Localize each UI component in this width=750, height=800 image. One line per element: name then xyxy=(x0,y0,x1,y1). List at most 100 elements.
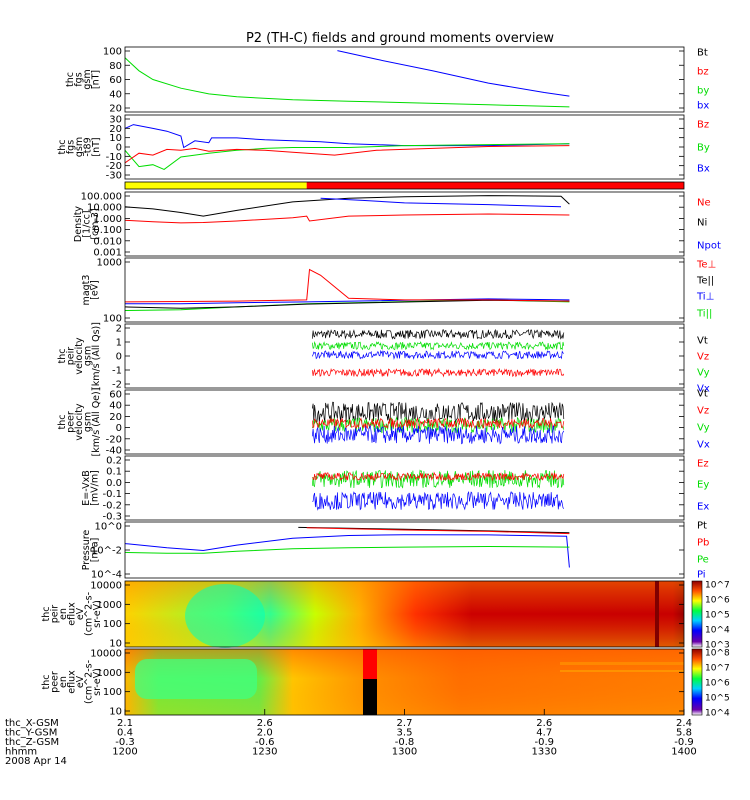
region-bar-frame xyxy=(124,181,685,190)
ytick-label-peir_v: 1 xyxy=(116,338,122,349)
xaxis-tick-label: 5.8 xyxy=(676,728,692,739)
ylabel-fgs: thc xyxy=(65,72,76,87)
legend-temp-Ti⊥: Ti⊥ xyxy=(696,292,714,303)
ylabel-peer_en: (cm^2-s- xyxy=(84,660,95,704)
series-fgs-bx xyxy=(337,50,570,97)
ylabel-pressure: [nPa] xyxy=(90,538,101,563)
panel-frame-density xyxy=(124,191,685,257)
xaxis-tick-label: -0.3 xyxy=(115,737,135,748)
ylabel-efield: E=-VxB xyxy=(81,470,92,505)
xaxis-tick-label: 4.7 xyxy=(536,728,552,739)
ytick-label-fgs_dsl: 10 xyxy=(109,133,122,144)
series-peer_v-Vx xyxy=(311,424,565,445)
series-density-Npot xyxy=(320,197,562,208)
ylabel-peir_en: (cm^2-s- xyxy=(84,592,95,636)
peer-spectrogram-low-flux-region xyxy=(135,659,257,699)
legend-peer_v-Vy: Vy xyxy=(697,423,710,434)
xaxis-tick-label: 1400 xyxy=(671,747,696,758)
ylabel-peir_v: gsm xyxy=(83,346,94,366)
series-fgs_dsl-Bx xyxy=(125,124,570,149)
ytick-label-density: 100.000 xyxy=(81,192,122,203)
ytick-label-efield: -0.2 xyxy=(102,500,122,511)
legend-peir_v-Vt: Vt xyxy=(697,336,708,347)
series-fgs_dsl-Bz xyxy=(125,145,570,164)
ytick-label-peir_v: -2 xyxy=(112,380,122,391)
legend-peer_v-Vz: Vz xyxy=(697,406,709,417)
ytick-label-peir_en: 10000 xyxy=(90,581,122,592)
peer-spectrogram-high-energy-stripe-2 xyxy=(560,670,684,672)
ytick-label-pressure: 10^-2 xyxy=(91,546,122,557)
xaxis-tick-label: 1200 xyxy=(112,747,137,758)
ylabel-peer_en: en xyxy=(58,676,69,688)
ylabel-fgs: [nT] xyxy=(91,70,102,89)
peir-spectrogram-data-gap xyxy=(655,581,659,647)
peir-spectrogram-low-flux-region xyxy=(185,584,265,648)
legend-pressure-Pt: Pt xyxy=(697,521,707,532)
colorbar-label-peer_en: 10^6 xyxy=(705,679,730,689)
ytick-label-peer_en: 10 xyxy=(109,707,122,718)
peer-spectrogram xyxy=(125,649,684,715)
ytick-label-fgs: 40 xyxy=(109,89,122,100)
legend-fgs_dsl-Bz: Bz xyxy=(697,120,709,131)
ytick-label-peer_v: -20 xyxy=(106,434,122,445)
panel-frame-peer_v xyxy=(124,389,685,455)
colorbar-label-peir_en: 10^7 xyxy=(705,581,730,591)
ylabel-peer_en: peer xyxy=(50,671,61,693)
peer-spectrogram-high-energy-stripe-1 xyxy=(560,662,684,665)
legend-density-Npot: Npot xyxy=(697,241,721,252)
legend-peer_v-Vx: Vx xyxy=(697,440,710,451)
figure-title: P2 (TH-C) fields and ground moments over… xyxy=(246,31,554,46)
ytick-label-efield: 0.0 xyxy=(106,478,122,489)
series-temp-Ti⊥ xyxy=(125,298,570,305)
ylabel-peer_en: sr-eV) xyxy=(92,668,103,696)
xaxis-tick-label: 2.1 xyxy=(117,718,133,729)
ytick-label-fgs: 100 xyxy=(103,47,122,58)
ytick-label-temp: 1000 xyxy=(97,258,122,269)
x-axis-labels: thc_X-GSM 2.1 2.6 2.7 2.6 2.4 thc_Y-GSM 0.4 2.0 3… xyxy=(5,709,697,767)
ylabel-efield: [mV/m] xyxy=(90,470,101,506)
xaxis-tick-label: 2.4 xyxy=(676,718,692,729)
ytick-label-peer_v: 20 xyxy=(109,412,122,423)
ylabel-fgs_dsl: thc xyxy=(57,140,68,155)
ylabel-peir_en: eV xyxy=(75,607,86,620)
series-peir_v-Vx xyxy=(311,349,565,360)
xaxis-tick-label: 2.7 xyxy=(397,718,413,729)
xaxis-tick-label: -0.6 xyxy=(255,737,275,748)
panel-efield: 0.20.10.0-0.1-0.2-0.3 E=-VxB[mV/m] Ez Ey Ex xyxy=(81,456,709,523)
ylabel-density: Density xyxy=(73,206,84,242)
xaxis-tick-label: -0.8 xyxy=(395,737,415,748)
ylabel-peer_v: gsm xyxy=(83,412,94,432)
ytick-label-peer_v: 0 xyxy=(116,423,122,434)
ytick-label-efield: -0.3 xyxy=(102,512,122,523)
series-peir_v-Vy xyxy=(311,340,565,351)
legend-fgs_dsl-By: By xyxy=(697,143,710,154)
ylabel-peir_en: eflux xyxy=(67,602,78,626)
ylabel-fgs_dsl: gsm xyxy=(74,137,85,157)
legend-pressure-Pe: Pe xyxy=(697,555,709,566)
series-fgs_dsl-By xyxy=(125,143,570,170)
series-peir_v-Vt xyxy=(311,328,565,340)
ylabel-peir_en: en xyxy=(58,608,69,620)
ytick-label-peer_v: 60 xyxy=(109,390,122,401)
colorbar-label-peer_en: 10^7 xyxy=(705,664,730,674)
ylabel-fgs: fgs xyxy=(74,72,85,86)
ytick-label-density: 10.000 xyxy=(87,203,122,214)
xaxis-tick-label: 0.4 xyxy=(117,728,133,739)
xaxis-tick-label: 2.0 xyxy=(257,728,273,739)
series-pressure-Pe xyxy=(125,545,570,554)
ytick-label-fgs_dsl: 30 xyxy=(109,115,122,126)
ylabel-peir_v: thc xyxy=(57,349,68,364)
ytick-label-fgs: 80 xyxy=(109,61,122,72)
ytick-label-fgs_dsl: -20 xyxy=(106,161,122,172)
xaxis-tick-label: 2.6 xyxy=(536,718,552,729)
legend-fgs-Bt: Bt xyxy=(697,48,708,59)
legend-fgs_dsl-Bx: Bx xyxy=(697,164,710,175)
legend-temp-Te⊥: Te⊥ xyxy=(696,260,716,271)
ylabel-fgs_dsl: -t89 xyxy=(83,137,94,156)
peer-spectrogram-upper-band xyxy=(363,649,377,679)
xaxis-row-label: thc_Y-GSM xyxy=(5,728,57,739)
xaxis-tick-label: 2.6 xyxy=(257,718,273,729)
ylabel-temp: [eV] xyxy=(90,280,101,300)
ylabel-peir_v: peir xyxy=(66,347,77,366)
